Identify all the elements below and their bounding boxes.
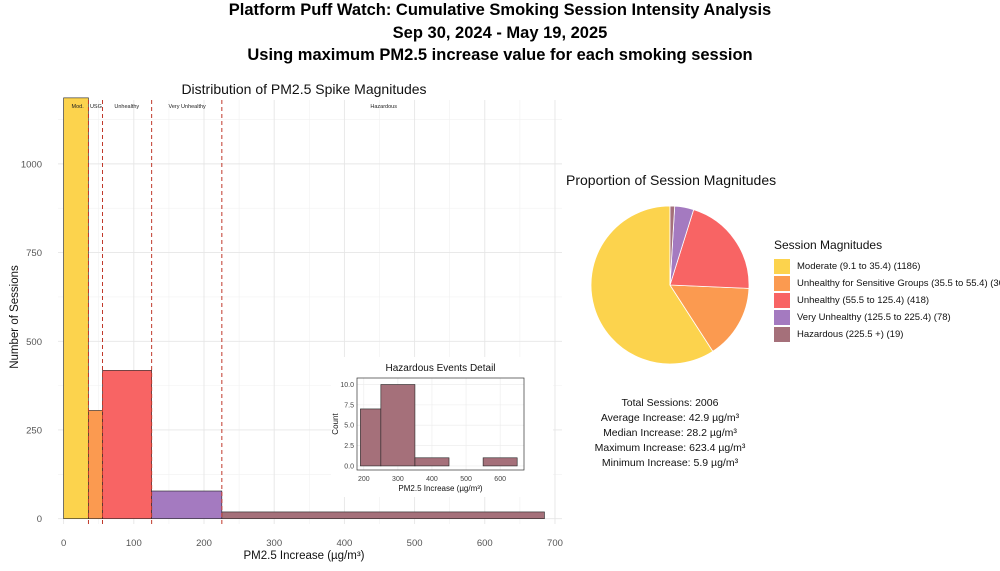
- inset-bar-2: [414, 457, 450, 467]
- inset-bar-4: [482, 457, 518, 467]
- legend-label: Unhealthy for Sensitive Groups (35.5 to …: [797, 278, 1000, 289]
- subtitle: Using maximum PM2.5 increase value for e…: [247, 46, 753, 64]
- inset-x-tick-label: 300: [392, 476, 404, 483]
- hazardous-inset-panel: 200 300 400 500 600 0.0 2.5 5.0 7.5 10.0 Hazardous…: [331, 357, 553, 497]
- x-tick-label: 200: [196, 538, 212, 549]
- legend-item: Moderate (9.1 to 35.4) (1186): [774, 258, 1000, 275]
- legend-item: Very Unhealthy (125.5 to 225.4) (78): [774, 309, 1000, 326]
- inset-bar-0: [360, 408, 382, 467]
- pie-slice-1: [669, 284, 750, 352]
- pie-legend: Session Magnitudes Moderate (9.1 to 35.4…: [774, 238, 1000, 343]
- legend-swatch: [774, 276, 790, 291]
- legend-swatch: [774, 293, 790, 308]
- inset-y-tick-label: 2.5: [344, 443, 354, 450]
- x-tick-label: 500: [407, 538, 423, 549]
- inset-y-label: Count: [331, 413, 340, 435]
- histogram-title: Distribution of PM2.5 Spike Magnitudes: [181, 81, 426, 97]
- pie-slice-0: [590, 205, 714, 365]
- inset-y-tick-label: 0.0: [344, 463, 354, 470]
- legend-label: Hazardous (225.5 +) (19): [797, 329, 904, 340]
- inset-y-tick-label: 10.0: [340, 382, 354, 389]
- x-tick-label: 300: [266, 538, 282, 549]
- x-tick-label: 700: [547, 538, 563, 549]
- histogram-bar-3: [151, 490, 223, 519]
- y-tick-label: 500: [26, 337, 42, 348]
- stat-maximum: Maximum Increase: 623.4 µg/m³: [594, 442, 746, 454]
- pie-slice-4: [669, 205, 676, 286]
- inset-x-tick-label: 500: [460, 476, 472, 483]
- inset-title: Hazardous Events Detail: [385, 363, 495, 374]
- inset-y-tick-label: 5.0: [344, 423, 354, 430]
- pie-slice-2: [669, 209, 750, 289]
- stat-median: Median Increase: 28.2 µg/m³: [603, 427, 737, 439]
- legend-label: Unhealthy (55.5 to 125.4) (418): [797, 295, 930, 306]
- x-tick-label: 600: [477, 538, 493, 549]
- inset-x-label: PM2.5 Increase (µg/m³): [398, 484, 483, 493]
- stat-minimum: Minimum Increase: 5.9 µg/m³: [601, 457, 739, 469]
- inset-bar-1: [380, 384, 416, 467]
- zone-label: Unhealthy: [114, 104, 139, 110]
- histogram-bar-2: [102, 370, 152, 519]
- stat-total: Total Sessions: 2006: [621, 397, 719, 409]
- inset-x-tick-label: 200: [358, 476, 370, 483]
- x-tick-label: 400: [336, 538, 352, 549]
- legend-title: Session Magnitudes: [774, 238, 883, 252]
- pie-chart: [590, 205, 750, 365]
- x-axis-label: PM2.5 Increase (µg/m³): [243, 550, 364, 562]
- y-axis-label: Number of Sessions: [9, 265, 21, 369]
- zone-label: USG: [90, 104, 102, 110]
- main-title: Platform Puff Watch: Cumulative Smoking …: [228, 1, 772, 19]
- legend-swatch: [774, 327, 790, 342]
- date-range: Sep 30, 2024 - May 19, 2025: [392, 24, 608, 42]
- zone-label: Very Unhealthy: [169, 104, 207, 110]
- inset-y-tick-label: 7.5: [344, 402, 354, 409]
- legend-item: Hazardous (225.5 +) (19): [774, 326, 1000, 343]
- legend-item: Unhealthy (55.5 to 125.4) (418): [774, 292, 1000, 309]
- x-tick-label: 0: [61, 538, 66, 549]
- zone-label: Hazardous: [370, 104, 397, 110]
- y-tick-label: 1000: [21, 159, 42, 170]
- y-tick-label: 0: [37, 514, 42, 525]
- legend-swatch: [774, 259, 790, 274]
- y-tick-label: 250: [26, 425, 42, 436]
- inset-x-tick-label: 600: [494, 476, 506, 483]
- pie-title: Proportion of Session Magnitudes: [566, 172, 777, 188]
- histogram-bar-0: [63, 97, 89, 519]
- inset-x-tick-label: 400: [426, 476, 438, 483]
- x-tick-label: 100: [126, 538, 142, 549]
- legend-swatch: [774, 310, 790, 325]
- legend-item: Unhealthy for Sensitive Groups (35.5 to …: [774, 275, 1000, 292]
- legend-label: Very Unhealthy (125.5 to 225.4) (78): [797, 312, 951, 323]
- histogram-bar-4: [221, 511, 545, 519]
- summary-stats: Total Sessions: 2006 Average Increase: 4…: [555, 396, 785, 471]
- stat-average: Average Increase: 42.9 µg/m³: [600, 412, 740, 424]
- zone-label: Mod.: [72, 104, 85, 110]
- histogram-bar-1: [88, 410, 103, 519]
- inset-frame: [356, 377, 525, 471]
- y-tick-label: 750: [26, 248, 42, 259]
- legend-label: Moderate (9.1 to 35.4) (1186): [797, 261, 921, 272]
